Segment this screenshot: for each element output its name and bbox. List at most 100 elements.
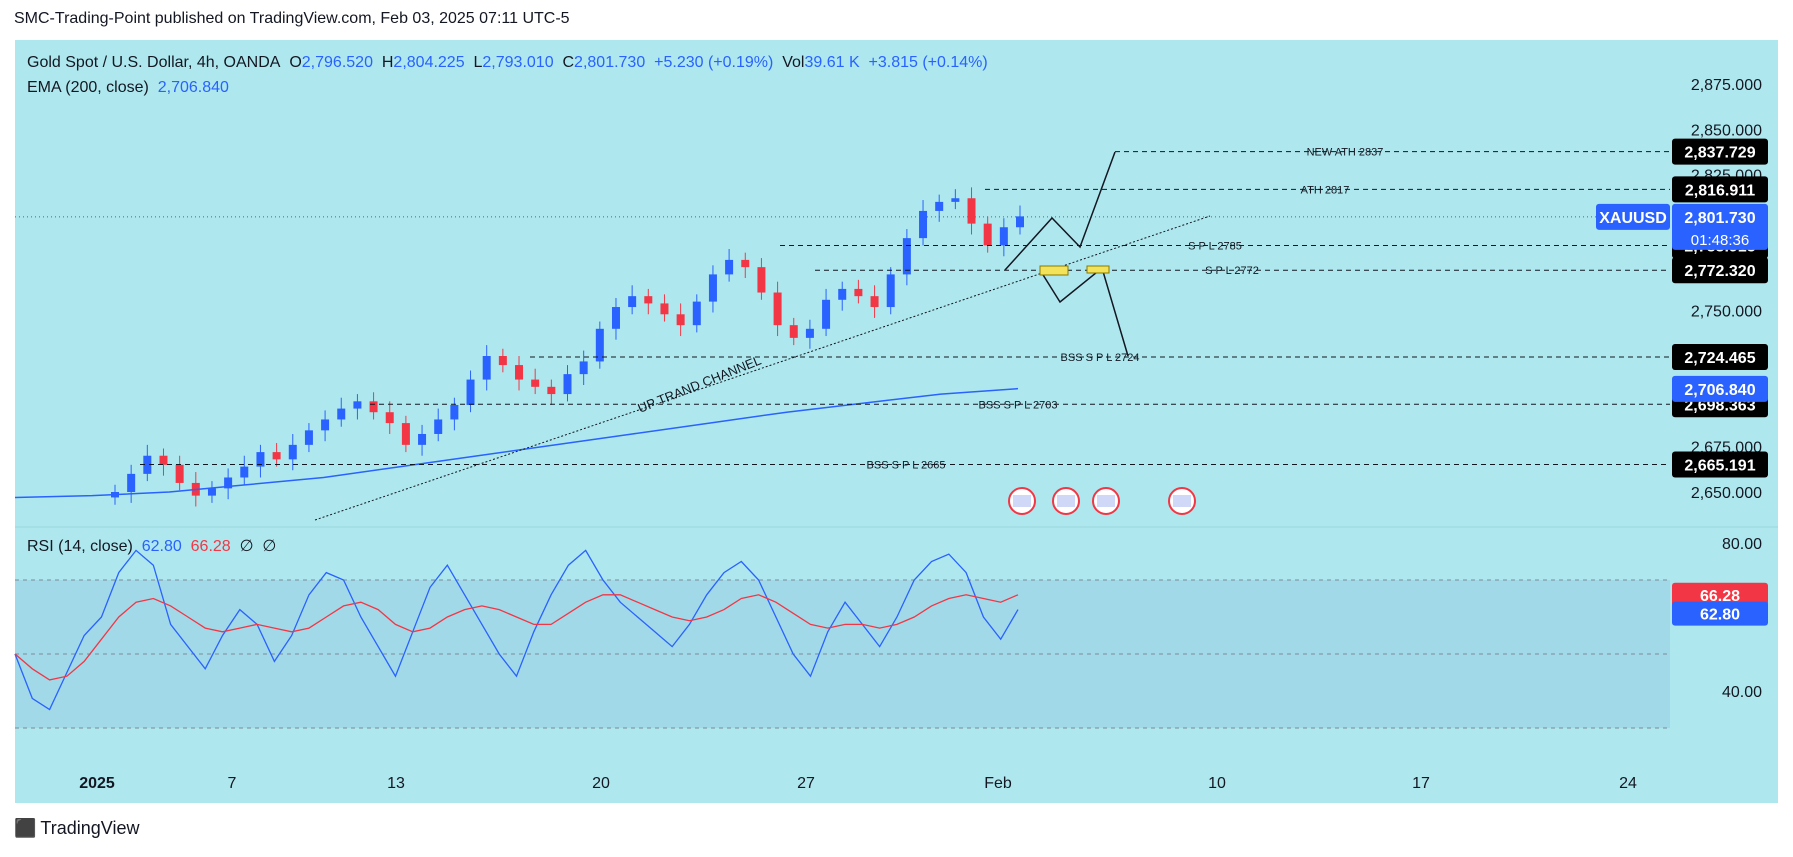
x-tick-label: 2025: [79, 775, 115, 792]
rsi-ma-price-text: 66.28: [1700, 588, 1740, 605]
y-tick-label: 2,650.000: [1691, 485, 1762, 502]
y-tick-label: 2,750.000: [1691, 304, 1762, 321]
x-tick-label: 10: [1208, 775, 1226, 792]
volume-value: 39.61 K: [804, 54, 860, 71]
candle-body: [175, 464, 184, 483]
us-flag-icon: [1057, 495, 1075, 507]
candle-body: [935, 201, 944, 211]
candle-body: [983, 223, 992, 246]
open-value: 2,796.520: [301, 54, 373, 71]
candle-body: [644, 296, 653, 304]
rsi-label: RSI (14, close): [27, 538, 133, 555]
candle-body: [143, 455, 152, 474]
candle-body: [708, 274, 717, 302]
ema-value: 2,706.840: [157, 79, 229, 96]
price-label-text: 2,724.465: [1684, 350, 1755, 367]
candle-body: [450, 404, 459, 420]
candle-body: [999, 227, 1008, 246]
candle-body: [741, 259, 750, 268]
candle-body: [482, 356, 491, 380]
projection-path-down: [1039, 266, 1129, 357]
countdown-text: 01:48:36: [1691, 232, 1749, 249]
candle-body: [547, 386, 556, 395]
price-label-text: 2,837.729: [1684, 145, 1755, 162]
candle-body: [838, 288, 847, 300]
candle-body: [401, 423, 410, 445]
rsi-tick-label: 40.00: [1722, 684, 1762, 701]
candle-body: [498, 356, 507, 366]
fvg-zone-1: [1039, 265, 1069, 276]
candle-body: [563, 374, 572, 395]
x-tick-label: 7: [228, 775, 237, 792]
candle-body: [870, 296, 879, 308]
candle-body: [288, 444, 297, 460]
level-label: S P L 2785: [1188, 241, 1242, 253]
publisher-line: SMC-Trading-Point published on TradingVi…: [14, 10, 570, 27]
candle-body: [757, 267, 766, 293]
price-label-box: [1672, 451, 1768, 478]
level-label: S P L 2772: [1205, 265, 1259, 277]
rsi-ma-value: 66.28: [190, 538, 231, 555]
price-label-box: [1672, 138, 1768, 165]
candle-body: [207, 488, 216, 496]
last-price-box: [1672, 203, 1768, 250]
tv-logo-icon: ⬛: [14, 818, 36, 838]
candle-body: [369, 401, 378, 413]
low-value: 2,793.010: [482, 54, 554, 71]
rsi-tick-label: 80.00: [1722, 536, 1762, 553]
candle-body: [886, 274, 895, 308]
candle-body: [822, 299, 831, 329]
x-tick-label: 24: [1619, 775, 1637, 792]
candle-body: [579, 361, 588, 375]
candle-body: [611, 307, 620, 329]
candle-body: [951, 198, 960, 202]
candle-body: [531, 379, 540, 387]
y-tick-label: 2,850.000: [1691, 122, 1762, 139]
candle-body: [515, 365, 524, 380]
candle-body: [967, 198, 976, 224]
ema-legend: EMA (200, close) 2,706.840: [27, 79, 229, 97]
level-label: BSS S P L 2703: [979, 399, 1058, 411]
level-label: ATH 2817: [1301, 184, 1350, 196]
candle-body: [127, 473, 136, 492]
fvg-zone-2: [1086, 265, 1110, 274]
symbol-title: Gold Spot / U.S. Dollar, 4h, OANDA: [27, 54, 281, 71]
candle-body: [676, 314, 685, 326]
price-label-text: 2,816.911: [1685, 182, 1755, 199]
close-value: 2,801.730: [574, 54, 646, 71]
price-label-box: [1672, 343, 1768, 370]
price-label-text: 2,772.320: [1684, 263, 1755, 280]
high-label: H: [381, 54, 394, 71]
candle-body: [595, 328, 604, 362]
close-label: C: [562, 54, 575, 71]
candle-body: [660, 303, 669, 315]
rsi-value: 62.80: [141, 538, 182, 555]
candle-body: [854, 288, 863, 297]
ema-price-box: [1672, 375, 1768, 402]
candle-body: [240, 466, 249, 478]
candle-body: [337, 408, 346, 420]
candle-body: [434, 419, 443, 434]
rsi-ma-line: [14, 594, 1019, 681]
high-value: 2,804.225: [393, 54, 465, 71]
rsi-line: [14, 549, 1019, 711]
low-label: L: [473, 54, 483, 71]
candle-body: [385, 412, 394, 424]
us-flag-icon: [1097, 495, 1115, 507]
candle-body: [418, 433, 427, 445]
candle-body: [1016, 216, 1024, 228]
rsi-extra-2: ∅: [262, 538, 277, 555]
candle-body: [789, 325, 798, 338]
y-tick-label: 2,875.000: [1691, 77, 1762, 94]
projection-path-up: [1004, 151, 1116, 271]
x-tick-label: 13: [387, 775, 405, 792]
candle-body: [321, 419, 330, 431]
rsi-extra-1: ∅: [239, 538, 254, 555]
level-label: NEW ATH 2837: [1307, 147, 1384, 159]
candle-body: [466, 379, 475, 405]
volume-label: Vol: [782, 54, 805, 71]
rsi-legend: RSI (14, close) 62.80 66.28 ∅ ∅: [27, 536, 276, 556]
tradingview-logo[interactable]: ⬛ TradingView: [14, 818, 139, 839]
candle-body: [224, 477, 233, 489]
